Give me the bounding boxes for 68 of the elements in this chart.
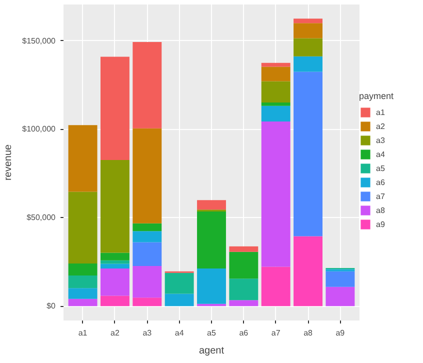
bar	[229, 300, 258, 306]
y-tick-label: $100,000	[22, 124, 56, 134]
legend-label: a2	[376, 120, 386, 132]
bar	[68, 125, 98, 192]
bar	[294, 56, 322, 72]
bar	[132, 242, 162, 266]
bar	[326, 271, 355, 287]
bar	[261, 66, 290, 82]
bar	[261, 62, 290, 67]
bar	[132, 266, 162, 298]
bar	[261, 266, 290, 306]
y-tick-label: $0	[46, 302, 56, 311]
x-tick-label: a7	[271, 328, 281, 338]
y-tick-label: $150,000	[22, 36, 56, 46]
x-tick-label: a4	[174, 328, 184, 338]
bar	[261, 121, 290, 267]
bar	[68, 288, 98, 299]
bar	[326, 286, 355, 306]
bar	[68, 276, 98, 288]
legend-label: a8	[376, 204, 386, 216]
x-tick-label: a3	[142, 328, 152, 338]
bar	[100, 268, 130, 296]
bar	[164, 272, 194, 294]
legend-label: a6	[376, 176, 386, 188]
bar	[132, 128, 162, 224]
bar	[197, 200, 226, 210]
y-tick-label: $50,000	[26, 213, 56, 222]
legend-label: a9	[376, 218, 386, 230]
x-tick-label: a8	[304, 328, 314, 338]
bar	[229, 246, 258, 252]
bar	[100, 264, 130, 268]
x-axis-title: agent	[198, 346, 224, 356]
bar	[132, 298, 162, 306]
bar	[132, 231, 162, 242]
bar	[294, 72, 322, 236]
y-axis-title: revenue	[3, 144, 14, 181]
legend-label: a7	[376, 190, 386, 202]
bar	[197, 212, 226, 268]
bar	[100, 160, 130, 253]
bar	[261, 81, 290, 103]
bar	[261, 106, 290, 122]
x-tick-label: a1	[78, 328, 88, 338]
bar	[294, 18, 322, 24]
legend-title: payment	[359, 91, 395, 101]
legend-label: a1	[376, 106, 386, 118]
x-tick-label: a6	[239, 328, 249, 338]
legend-label: a4	[376, 148, 386, 160]
legend-label: a5	[376, 162, 386, 174]
bar	[294, 236, 322, 306]
bar	[294, 38, 322, 56]
legend-label: a3	[376, 134, 386, 146]
bar	[132, 42, 162, 128]
x-tick-label: a9	[336, 328, 346, 338]
bar	[164, 294, 194, 306]
bar	[132, 223, 162, 232]
bar	[100, 296, 130, 306]
bar	[68, 264, 98, 276]
bar	[261, 102, 290, 106]
bar	[68, 192, 98, 264]
bar	[100, 56, 130, 160]
bar	[229, 252, 258, 279]
bar	[294, 23, 322, 38]
x-tick-label: a2	[110, 328, 120, 338]
bar	[197, 268, 226, 304]
x-tick-label: a5	[207, 328, 216, 338]
bar	[100, 252, 130, 260]
bar	[68, 298, 98, 306]
bar	[229, 278, 258, 300]
